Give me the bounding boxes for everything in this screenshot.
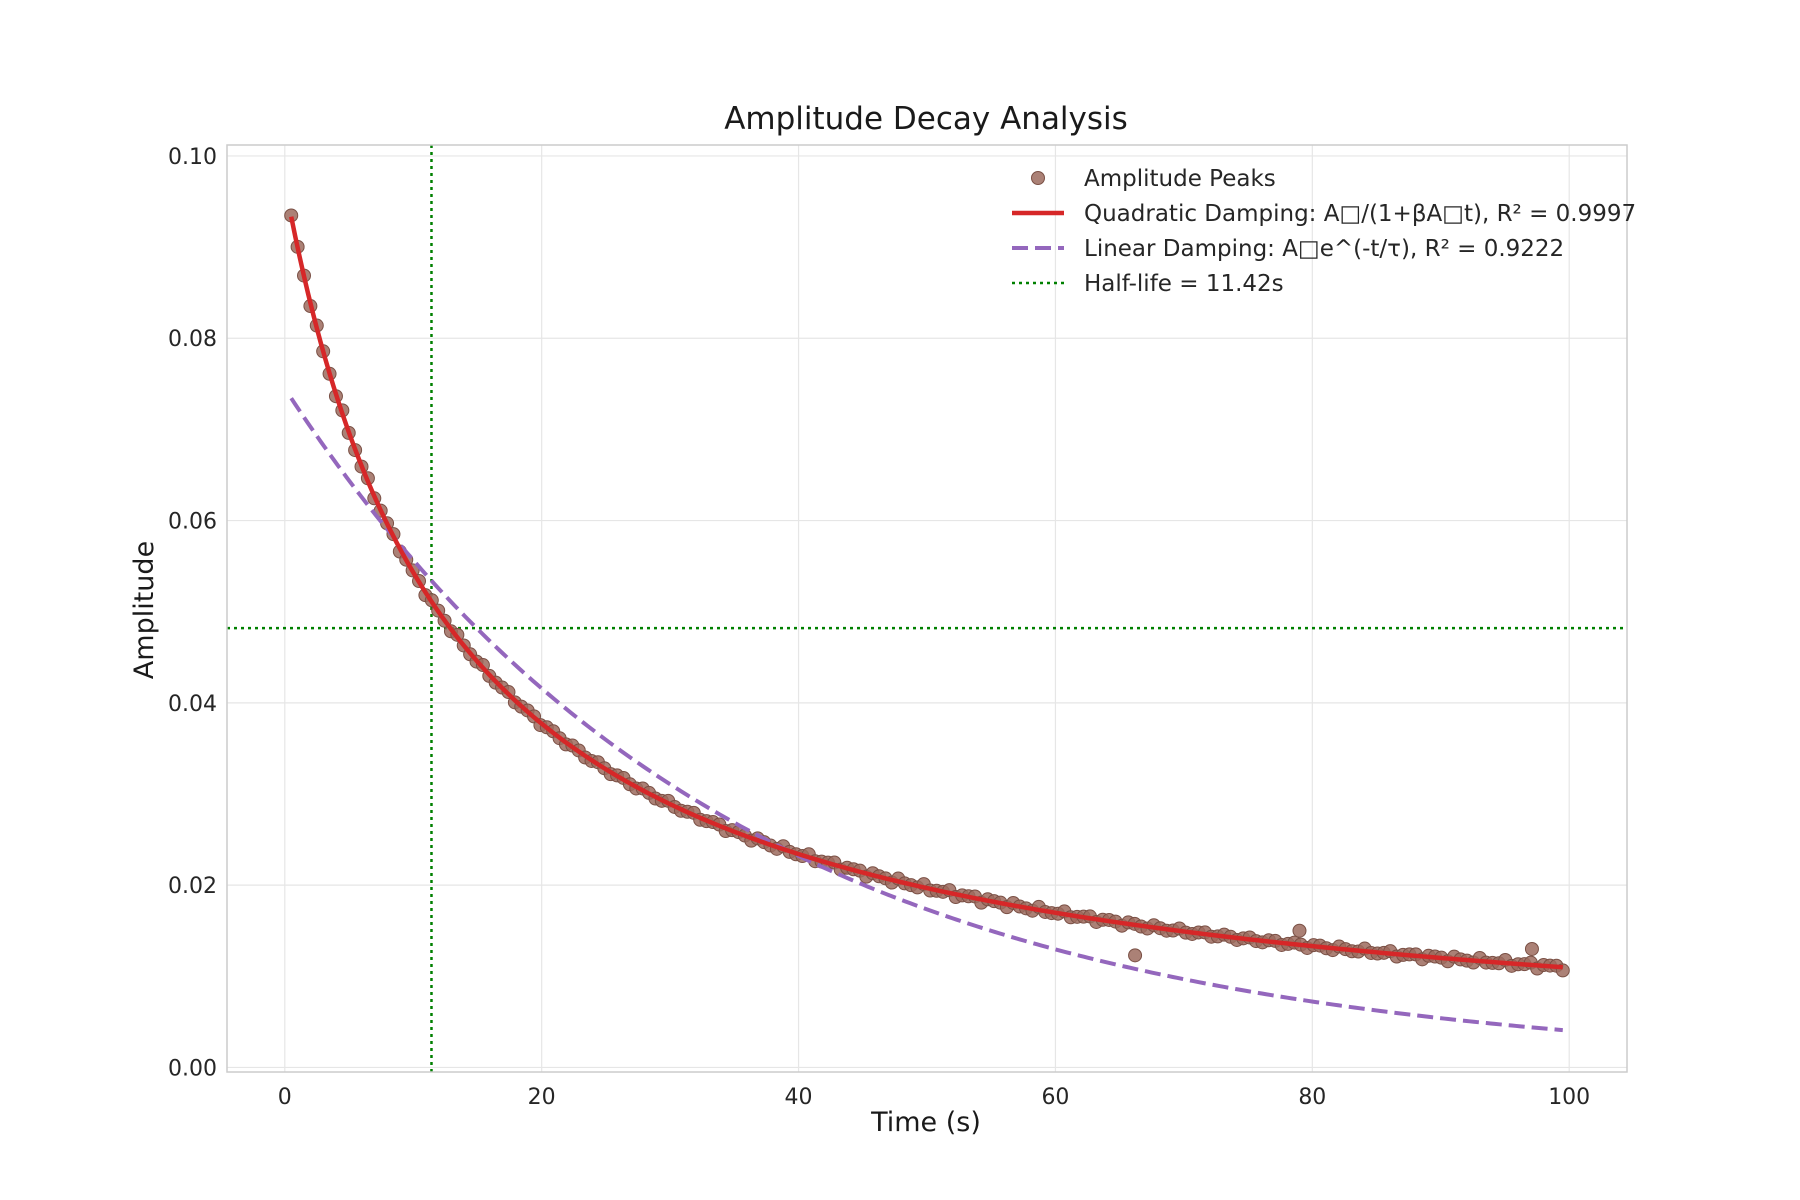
amplitude-peak-point bbox=[1524, 941, 1539, 956]
x-tick-label: 20 bbox=[528, 1085, 556, 1110]
x-tick-label: 60 bbox=[1041, 1085, 1069, 1110]
linear-damping-line bbox=[289, 397, 1563, 1033]
y-tick-label: 0.10 bbox=[168, 145, 217, 170]
legend-label-linear-damping: Linear Damping: A□e^(-t/τ), R² = 0.9222 bbox=[1084, 236, 1564, 262]
quadratic-damping-series bbox=[289, 216, 1563, 970]
linear-damping-series bbox=[289, 397, 1563, 1033]
amplitude-peaks-series bbox=[284, 208, 1570, 978]
quadratic-damping-line bbox=[289, 216, 1563, 970]
legend-label-half-life: Half-life = 11.42s bbox=[1084, 271, 1284, 297]
half-life-lines bbox=[227, 145, 1627, 1072]
chart-title: Amplitude Decay Analysis bbox=[724, 101, 1128, 137]
x-axis-label: Time (s) bbox=[870, 1107, 981, 1138]
y-tick-label: 0.06 bbox=[168, 510, 217, 535]
x-tick-label: 100 bbox=[1548, 1085, 1590, 1110]
y-axis-label: Amplitude bbox=[129, 541, 160, 679]
legend-label-amplitude-peaks: Amplitude Peaks bbox=[1084, 166, 1276, 192]
y-tick-label: 0.08 bbox=[168, 327, 217, 352]
y-tick-label: 0.02 bbox=[168, 874, 217, 899]
y-tick-label: 0.04 bbox=[168, 692, 217, 717]
x-tick-label: 40 bbox=[785, 1085, 813, 1110]
y-tick-label: 0.00 bbox=[168, 1056, 217, 1081]
legend-swatch-amplitude-peaks bbox=[1031, 171, 1045, 185]
amplitude-peak-point bbox=[1128, 948, 1143, 963]
plot-frame bbox=[226, 144, 1628, 1073]
y-axis-ticks: 0.00 0.02 0.04 0.06 0.08 0.10 bbox=[168, 145, 217, 1082]
legend-label-quadratic-damping: Quadratic Damping: A□/(1+βA□t), R² = 0.9… bbox=[1084, 201, 1636, 227]
grid bbox=[227, 145, 1627, 1072]
legend: Amplitude Peaks Quadratic Damping: A□/(1… bbox=[1012, 166, 1636, 297]
x-axis-ticks: 0 20 40 60 80 100 bbox=[278, 1085, 1590, 1110]
x-tick-label: 80 bbox=[1298, 1085, 1326, 1110]
x-tick-label: 0 bbox=[278, 1085, 292, 1110]
amplitude-peak-point bbox=[1292, 923, 1307, 938]
